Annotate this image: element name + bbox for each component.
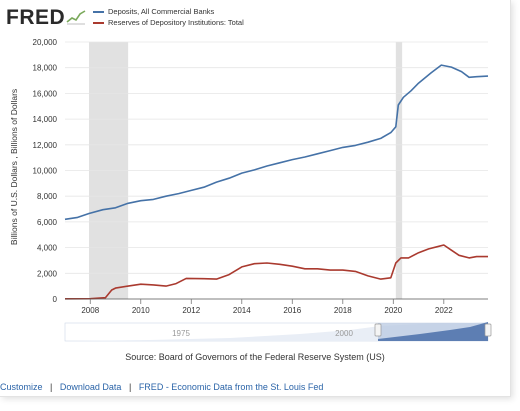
legend-label-reserves: Reserves of Depository Institutions: Tot… <box>108 18 244 27</box>
footer-links: Customize | Download Data | FRED - Econo… <box>0 382 323 392</box>
x-tick-label: 2016 <box>283 306 301 315</box>
legend-swatch-reserves <box>93 21 104 24</box>
gridlines <box>65 41 488 274</box>
download-data-link[interactable]: Download Data <box>59 382 122 392</box>
legend-item-deposits[interactable]: Deposits, All Commercial Banks <box>93 6 244 17</box>
y-tick-label: 12,000 <box>33 141 58 150</box>
series-line-reserves[interactable] <box>64 244 488 300</box>
y-tick-label: 8,000 <box>37 192 58 201</box>
y-tick-label: 14,000 <box>33 115 58 124</box>
x-tick-label: 2010 <box>132 306 150 315</box>
navigator-right-handle[interactable] <box>484 323 492 337</box>
chart-source: Source: Board of Governors of the Federa… <box>125 352 385 362</box>
legend-swatch-deposits <box>93 10 104 13</box>
x-tick-label: 2012 <box>182 306 200 315</box>
fred-home-link[interactable]: FRED - Economic Data from the St. Louis … <box>138 382 324 392</box>
y-tick-label: 20,000 <box>33 38 58 47</box>
y-tick-label: 10,000 <box>33 167 58 176</box>
y-tick-label: 0 <box>53 295 58 304</box>
y-tick-label: 18,000 <box>33 64 58 73</box>
footer-separator: | <box>128 382 132 392</box>
y-tick-label: 2,000 <box>37 269 58 278</box>
series-line-deposits[interactable] <box>64 64 489 221</box>
chart-frame: FRED Deposits, All Commercial Banks Rese… <box>0 0 511 397</box>
line-chart[interactable]: 0 2,000 4,000 6,000 8,000 10,000 12,000 14,000 1… <box>0 0 510 350</box>
navigator-label-1975: 1975 <box>172 329 190 338</box>
chart-legend: Deposits, All Commercial Banks Reserves … <box>93 6 244 28</box>
range-navigator[interactable]: 1975 2000 <box>64 322 492 342</box>
y-tick-label: 6,000 <box>37 218 58 227</box>
trend-line-icon <box>66 9 86 25</box>
series-lines <box>64 64 489 300</box>
x-tick-label: 2020 <box>384 306 402 315</box>
x-tick-label: 2022 <box>435 306 453 315</box>
legend-label-deposits: Deposits, All Commercial Banks <box>108 7 215 16</box>
navigator-series-preview <box>378 322 488 341</box>
y-tick-label: 4,000 <box>37 244 58 253</box>
customize-link[interactable]: Customize <box>0 382 43 392</box>
navigator-left-handle[interactable] <box>374 323 382 337</box>
x-tick-label: 2018 <box>334 306 352 315</box>
y-axis-label: Billions of U.S. Dollars , Billions of D… <box>9 89 19 245</box>
fred-logo[interactable]: FRED <box>6 6 66 29</box>
legend-item-reserves[interactable]: Reserves of Depository Institutions: Tot… <box>93 17 244 28</box>
x-tick-label: 2014 <box>233 306 251 315</box>
footer-separator: | <box>50 382 53 392</box>
axes: 0 2,000 4,000 6,000 8,000 10,000 12,000 14,000 1… <box>33 38 488 315</box>
navigator-label-2000: 2000 <box>335 329 353 338</box>
y-tick-label: 16,000 <box>33 89 58 98</box>
x-tick-label: 2008 <box>81 306 99 315</box>
